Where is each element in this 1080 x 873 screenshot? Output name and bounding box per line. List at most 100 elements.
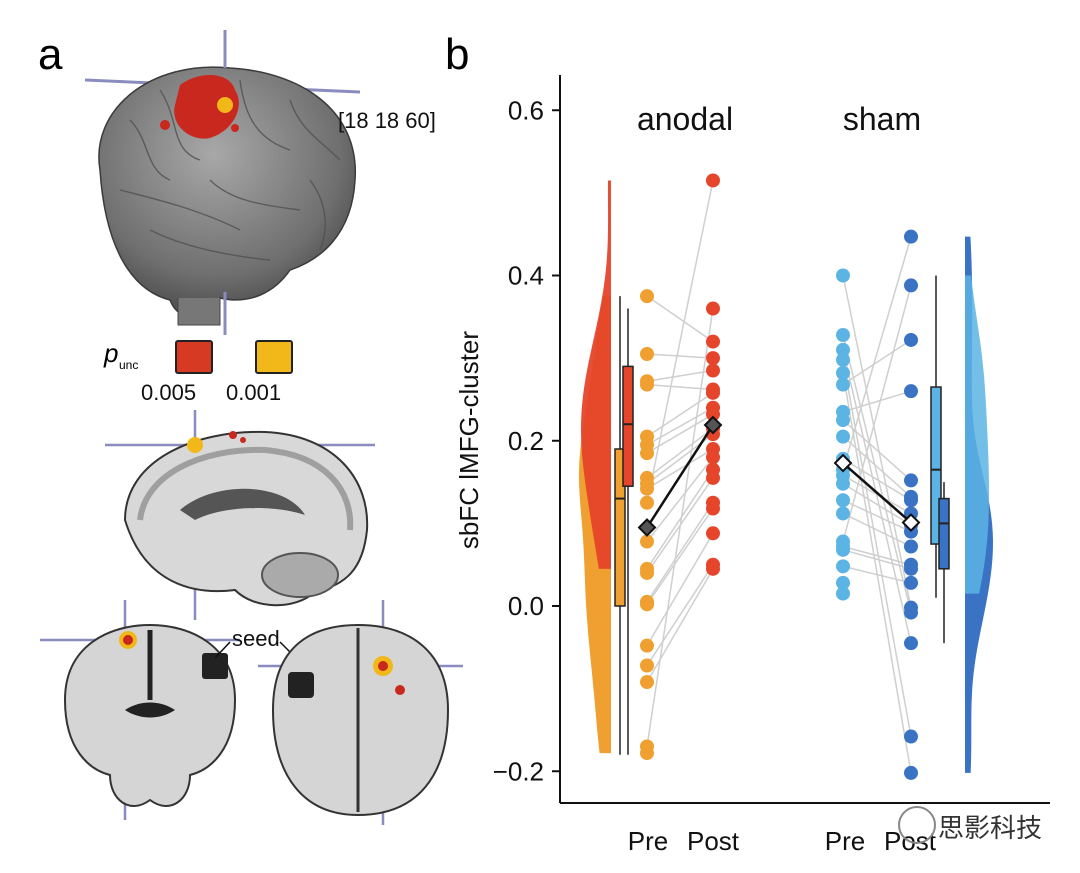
y-tick-label: −0.2	[493, 756, 544, 786]
mean-line-anodal	[645, 424, 715, 529]
mean-marker-sham-pre	[833, 453, 853, 473]
point-sham-pre	[836, 377, 850, 392]
coronal-slice	[40, 600, 240, 820]
point-sham-post	[904, 539, 918, 554]
point-sham-post	[904, 765, 918, 780]
point-sham-post	[904, 636, 918, 651]
x-tick-label: Pre	[825, 826, 865, 856]
subject-line	[842, 390, 912, 413]
subject-line	[646, 502, 714, 603]
subject-line	[646, 369, 714, 383]
subject-line	[842, 545, 912, 566]
subject-line	[842, 236, 912, 470]
subject-line	[646, 392, 714, 438]
point-sham-pre	[836, 586, 850, 601]
activation-blob	[160, 74, 239, 139]
point-anodal-pre	[640, 481, 654, 496]
point-anodal-post	[706, 526, 720, 541]
point-sham-pre	[836, 365, 850, 380]
subject-line	[842, 275, 912, 608]
point-sham-pre	[836, 575, 850, 590]
cloud-anodal-post	[581, 180, 611, 569]
watermark-text: 思影科技	[938, 814, 1043, 844]
point-sham-post	[904, 278, 918, 293]
box-sham-pre	[930, 386, 942, 545]
point-sham-post	[904, 575, 918, 590]
mean-marker-sham-post	[901, 513, 921, 532]
subject-line	[646, 353, 714, 359]
cloud-sham-pre	[965, 275, 989, 594]
subject-line	[646, 469, 714, 570]
point-sham-pre	[836, 559, 850, 574]
x-tick-label: Pre	[628, 826, 668, 856]
point-sham-post	[904, 605, 918, 620]
point-sham-pre	[836, 476, 850, 491]
point-anodal-post	[706, 450, 720, 465]
coordinate-label: [18 18 60]	[338, 108, 436, 133]
mean-line-sham	[842, 462, 912, 524]
subject-line	[842, 285, 912, 542]
group-title-anodal: anodal	[637, 101, 733, 137]
subject-line	[842, 549, 912, 570]
point-anodal-post	[706, 351, 720, 366]
legend-p-symbol: p	[104, 338, 119, 368]
mean-marker-anodal-pre	[637, 518, 657, 537]
point-anodal-pre	[640, 597, 654, 612]
subject-line	[646, 308, 714, 747]
subject-line	[842, 499, 912, 533]
subject-line	[842, 339, 912, 386]
point-anodal-post	[706, 173, 720, 188]
box-sham-post	[938, 497, 950, 570]
subject-line	[842, 372, 912, 774]
box-anodal-pre	[614, 448, 626, 607]
point-sham-pre	[836, 342, 850, 357]
point-sham-post	[904, 493, 918, 508]
point-anodal-pre	[640, 377, 654, 392]
subject-line	[646, 532, 714, 647]
box-anodal-post	[622, 365, 634, 487]
mean-marker-anodal-post	[703, 415, 723, 435]
point-anodal-pre	[640, 346, 654, 361]
subject-line	[842, 483, 912, 526]
subject-line	[842, 565, 912, 584]
subject-line	[646, 180, 714, 503]
panel-b-letter: b	[445, 30, 470, 79]
y-axis-label: sbFC lMFG-cluster	[454, 331, 484, 549]
point-anodal-pre	[640, 446, 654, 461]
legend-swatch-red	[175, 340, 213, 374]
y-tick-label: 0.2	[508, 426, 544, 456]
point-anodal-pre	[640, 675, 654, 690]
point-anodal-pre	[640, 289, 654, 304]
point-anodal-post	[706, 407, 720, 422]
y-tick-label: 0.0	[508, 591, 544, 621]
panel-a-letter: a	[38, 30, 63, 79]
legend-p-subscript: unc	[119, 358, 139, 372]
point-sham-pre	[836, 352, 850, 367]
seed-label: seed	[232, 626, 280, 651]
subject-line	[646, 383, 714, 391]
wechat-icon	[898, 806, 936, 844]
subject-line	[646, 407, 714, 446]
point-sham-post	[904, 729, 918, 744]
subject-line	[842, 458, 912, 501]
point-sham-pre	[836, 506, 850, 521]
point-sham-pre	[836, 413, 850, 428]
point-anodal-pre	[640, 495, 654, 510]
subject-line	[646, 456, 714, 543]
point-anodal-pre	[640, 534, 654, 549]
x-tick-label: Post	[687, 826, 740, 856]
point-sham-pre	[836, 327, 850, 342]
subject-line	[646, 413, 714, 454]
axial-slice	[258, 600, 463, 825]
legend-swatch-yellow	[255, 340, 293, 374]
point-sham-pre	[836, 268, 850, 283]
subject-line	[646, 508, 714, 605]
point-anodal-post	[706, 301, 720, 316]
point-sham-post	[904, 332, 918, 347]
point-anodal-post	[706, 385, 720, 400]
y-tick-label: 0.4	[508, 261, 544, 291]
point-anodal-pre	[640, 746, 654, 761]
point-anodal-post	[706, 501, 720, 516]
point-sham-pre	[836, 493, 850, 508]
subject-line	[842, 349, 912, 644]
